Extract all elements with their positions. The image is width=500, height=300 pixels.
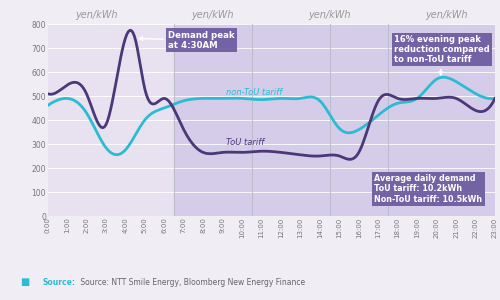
Text: Source: NTT Smile Energy, Bloomberg New Energy Finance: Source: NTT Smile Energy, Bloomberg New … — [78, 278, 304, 287]
Text: Average daily demand
ToU tariff: 10.2kWh
Non-ToU tariff: 10.5kWh: Average daily demand ToU tariff: 10.2kWh… — [374, 174, 482, 204]
Bar — [174, 24, 495, 216]
Text: ■: ■ — [20, 277, 29, 287]
Text: yen/kWh: yen/kWh — [425, 11, 468, 20]
Text: 16% evening peak
reduction compared
to non-ToU tariff: 16% evening peak reduction compared to n… — [394, 34, 490, 75]
Text: yen/kWh: yen/kWh — [308, 11, 351, 20]
Text: non-ToU tariff: non-ToU tariff — [226, 88, 283, 97]
Text: yen/kWh: yen/kWh — [192, 11, 234, 20]
Text: Demand peak
at 4:30AM: Demand peak at 4:30AM — [140, 31, 235, 50]
Text: ToU tariff: ToU tariff — [226, 138, 265, 147]
Text: yen/kWh: yen/kWh — [75, 11, 118, 20]
Text: Source:: Source: — [42, 278, 76, 287]
